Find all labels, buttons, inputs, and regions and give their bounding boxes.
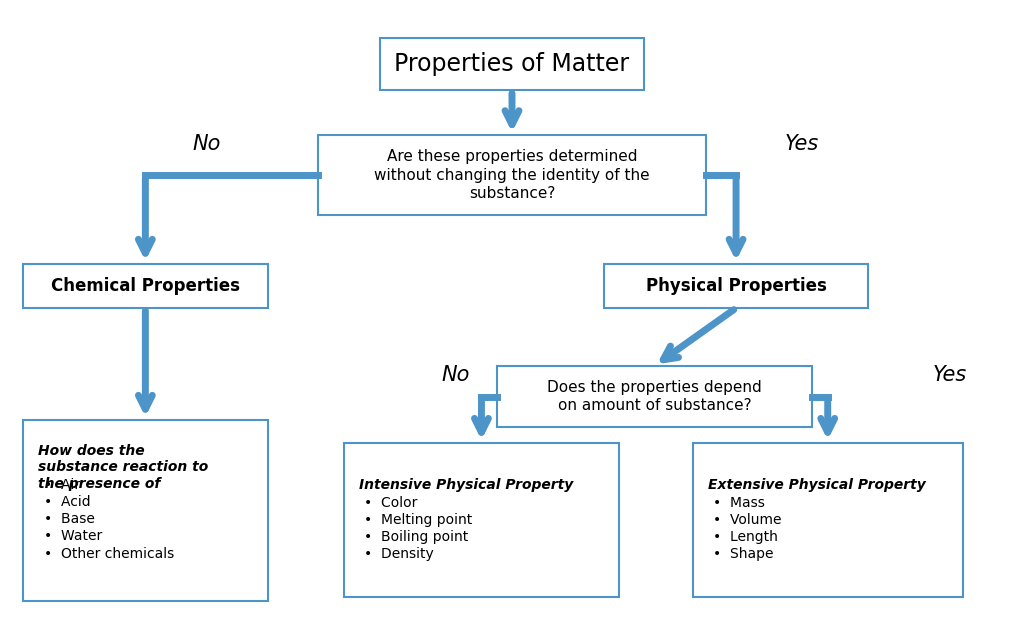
Text: without changing the identity of the: without changing the identity of the xyxy=(374,168,650,183)
Text: •  Water: • Water xyxy=(43,529,101,543)
Text: Chemical Properties: Chemical Properties xyxy=(51,277,240,295)
FancyBboxPatch shape xyxy=(24,264,267,308)
FancyBboxPatch shape xyxy=(693,443,963,597)
Text: Yes: Yes xyxy=(785,134,819,155)
Text: Properties of Matter: Properties of Matter xyxy=(394,52,630,76)
Text: Yes: Yes xyxy=(933,365,967,385)
Text: Physical Properties: Physical Properties xyxy=(645,277,826,295)
Text: Extensive Physical Property: Extensive Physical Property xyxy=(708,478,926,492)
Text: substance?: substance? xyxy=(469,186,555,201)
Text: •  Boiling point: • Boiling point xyxy=(365,530,469,544)
Text: on amount of substance?: on amount of substance? xyxy=(558,399,752,414)
Text: •  Base: • Base xyxy=(43,512,94,526)
FancyBboxPatch shape xyxy=(318,135,706,215)
FancyBboxPatch shape xyxy=(24,420,267,601)
Text: No: No xyxy=(193,134,220,155)
Text: •  Mass: • Mass xyxy=(713,496,765,509)
Text: •  Color: • Color xyxy=(365,496,418,509)
FancyBboxPatch shape xyxy=(380,38,644,91)
Text: •  Volume: • Volume xyxy=(713,513,781,527)
Text: Are these properties determined: Are these properties determined xyxy=(387,149,637,164)
Text: Does the properties depend: Does the properties depend xyxy=(547,380,762,395)
Text: •  Shape: • Shape xyxy=(713,547,774,561)
Text: •  Air: • Air xyxy=(43,478,80,492)
Text: •  Acid: • Acid xyxy=(43,495,90,509)
Text: •  Length: • Length xyxy=(713,530,778,544)
Text: How does the
substance reaction to
the presence of: How does the substance reaction to the p… xyxy=(39,444,209,491)
Text: •  Density: • Density xyxy=(365,547,434,561)
Text: •  Other chemicals: • Other chemicals xyxy=(43,546,174,561)
FancyBboxPatch shape xyxy=(344,443,618,597)
FancyBboxPatch shape xyxy=(497,366,812,427)
Text: Intensive Physical Property: Intensive Physical Property xyxy=(359,478,573,492)
Text: No: No xyxy=(441,365,470,385)
FancyBboxPatch shape xyxy=(604,264,868,308)
Text: •  Melting point: • Melting point xyxy=(365,513,472,527)
